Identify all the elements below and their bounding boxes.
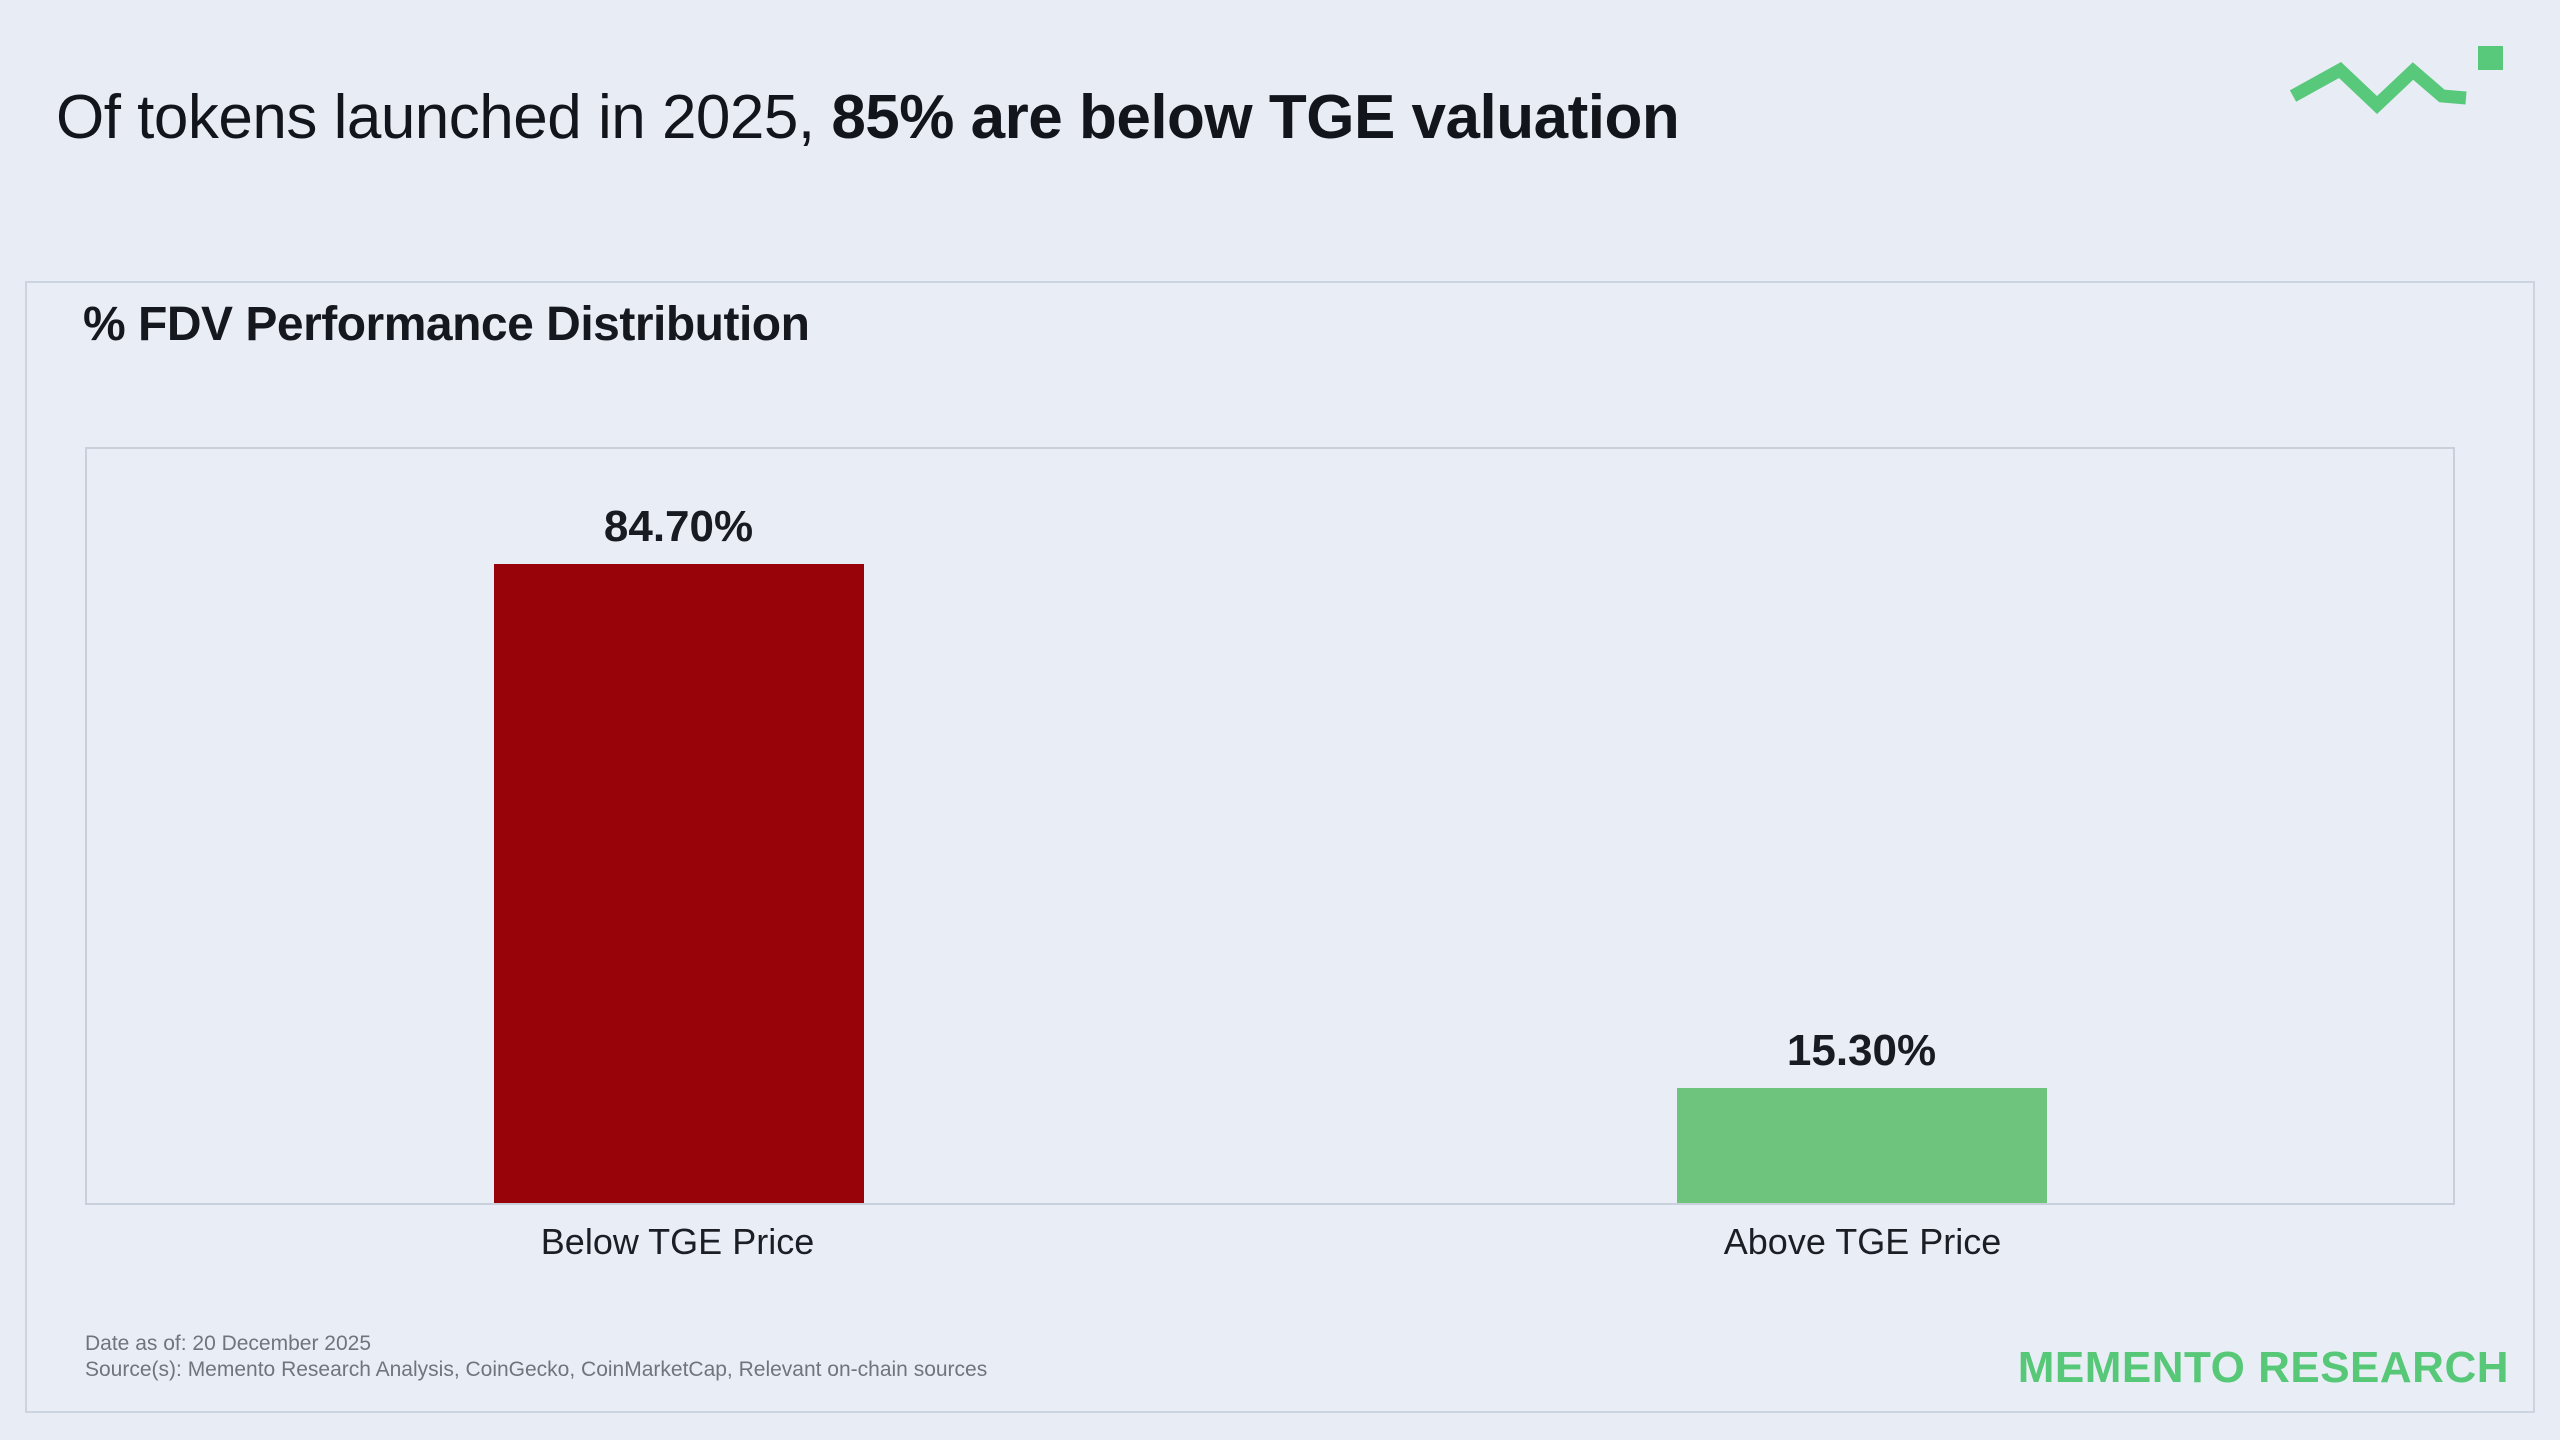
plot-area: 84.70% 15.30% [85,447,2455,1205]
logo-square-icon [2478,46,2503,70]
bar-column-below-tge: 84.70% [493,449,864,1203]
brand-logo [2290,46,2503,114]
bar-below-tge [493,564,864,1203]
chart-title: % FDV Performance Distribution [83,298,810,351]
page-title-bold: 85% are below TGE valuation [831,83,1680,152]
bar-column-above-tge: 15.30% [1676,449,2047,1203]
bar-value-above-tge: 15.30% [1786,1025,1937,1075]
x-label-above-tge: Above TGE Price [1723,1221,2002,1262]
brand-wordmark: MEMENTO RESEARCH [2017,1343,2509,1392]
x-axis-labels: Below TGE Price Above TGE Price [85,1221,2455,1271]
bar-above-tge [1676,1087,2047,1203]
footnote-source: Source(s): Memento Research Analysis, Co… [85,1358,988,1381]
footnote-date: Date as of: 20 December 2025 [85,1332,372,1355]
footnotes: Date as of: 20 December 2025 Source(s): … [85,1331,987,1383]
x-label-below-tge: Below TGE Price [540,1221,815,1262]
page-title-regular: Of tokens launched in 2025, [56,83,832,152]
logo-zigzag-icon [2290,62,2467,114]
bar-value-below-tge: 84.70% [603,502,754,552]
chart-card: % FDV Performance Distribution 84.70% 15… [25,281,2535,1413]
page-title: Of tokens launched in 2025, 85% are belo… [56,82,1680,153]
